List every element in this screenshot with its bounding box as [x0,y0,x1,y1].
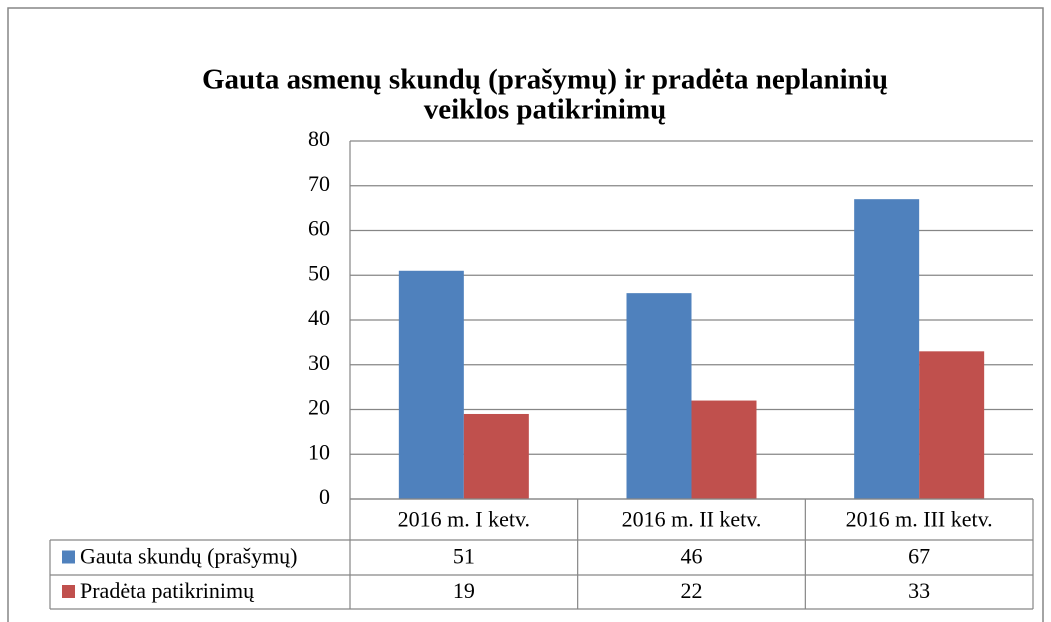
bar [398,270,464,499]
table-value: 51 [453,544,475,569]
y-tick-label: 10 [308,439,330,464]
y-tick-label: 30 [308,350,330,375]
y-tick-label: 20 [308,395,330,420]
legend-key [62,550,75,564]
y-tick-label: 0 [319,484,330,509]
bar [919,351,985,499]
legend-key [62,585,75,598]
chart-title: Gauta asmenų skundų (prašymų) ir pradėta… [202,64,888,96]
bar [463,413,529,499]
table-value: 33 [908,578,930,603]
x-tick-label: 2016 m. II ketv. [622,507,762,532]
chart-title: veiklos patikrinimų [424,94,667,126]
y-tick-label: 70 [308,171,330,196]
y-tick-label: 50 [308,260,330,285]
y-tick-label: 60 [308,216,330,241]
table-value: 67 [908,544,930,569]
table-value: 19 [453,578,475,603]
bar [691,400,757,499]
bar [626,293,692,499]
legend-label: Gauta skundų (prašymų) [80,544,298,569]
table-value: 22 [681,578,703,603]
legend-label: Pradėta patikrinimų [80,578,255,603]
bar [854,199,920,500]
y-tick-label: 80 [308,126,330,151]
table-value: 46 [681,544,703,569]
x-tick-label: 2016 m. III ketv. [846,507,993,532]
x-tick-label: 2016 m. I ketv. [398,507,530,532]
y-tick-label: 40 [308,305,330,330]
